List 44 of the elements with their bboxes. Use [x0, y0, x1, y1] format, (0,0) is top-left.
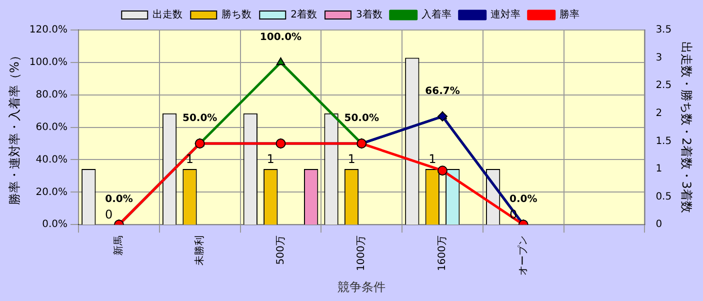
y-tick-label: 0.0% [42, 219, 68, 230]
y-tick-label: 40.0% [36, 154, 68, 166]
x-tick-label: 新馬 [112, 236, 125, 256]
y-tick-label: 60.0% [36, 122, 68, 133]
data-label: 50.0% [344, 113, 379, 124]
y2-tick-label: 3 [656, 52, 662, 64]
data-label: 0 [509, 208, 518, 222]
legend-label: 出走数 [152, 8, 183, 21]
data-label: 1 [266, 152, 274, 166]
legend-label: 勝率 [559, 8, 580, 21]
x-tick-label: 1000万 [356, 236, 368, 272]
y2-tick-label: 1.5 [656, 136, 672, 147]
y-tick-label: 120.0% [29, 24, 68, 36]
data-label: 1 [186, 152, 194, 166]
x-tick-label: オープン [516, 236, 529, 276]
x-tick-label: 1600万 [437, 236, 448, 272]
y2-tick-label: 2.5 [656, 80, 672, 92]
data-label: 1 [348, 152, 356, 166]
legend-label: 連対率 [490, 8, 520, 21]
y2-tick-label: 0 [656, 219, 662, 230]
data-label: 0 [105, 208, 113, 222]
data-label: 1 [428, 152, 436, 166]
y2-axis-title: 出走数・勝ち数・2着数・3着数 [680, 42, 694, 213]
legend-label: 勝ち数 [222, 8, 252, 21]
data-label: 50.0% [182, 113, 218, 124]
data-label: 0.0% [510, 194, 538, 206]
y-tick-label: 100.0% [29, 57, 68, 68]
data-label: 100.0% [260, 32, 302, 44]
y-tick-label: 20.0% [36, 186, 68, 198]
y2-tick-label: 2 [656, 108, 662, 119]
y2-tick-label: 1 [656, 164, 662, 175]
x-tick-label: 500万 [275, 236, 286, 265]
data-label: 0.0% [105, 194, 133, 206]
y-tick-label: 80.0% [36, 89, 68, 100]
point [437, 166, 448, 176]
x-axis-title: 競争条件 [338, 280, 386, 294]
y2-tick-label: 0.5 [656, 191, 672, 202]
y2-tick-label: 3.5 [656, 24, 672, 36]
x-tick-label: 未勝利 [193, 236, 206, 266]
legend-label: 3着数 [356, 8, 382, 21]
y-axis-title: 勝率・連対率・入着率（%） [7, 50, 22, 206]
legend-label: 2着数 [290, 8, 318, 21]
data-label: 66.7% [425, 86, 460, 98]
legend-label: 入着率 [421, 8, 452, 21]
